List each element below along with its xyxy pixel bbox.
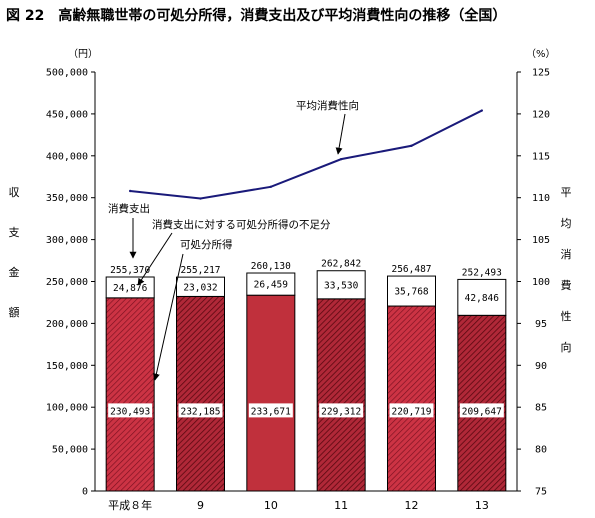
left-axis-label-char: 支 — [9, 226, 20, 239]
bar-disposable-income — [457, 314, 507, 492]
income-value-label: 230,493 — [110, 406, 150, 417]
consumption-value-label: 252,493 — [462, 267, 502, 278]
right-axis-label: 平均消費性向 — [561, 186, 572, 354]
left-tick-label: 150,000 — [46, 361, 88, 372]
category-label: 9 — [197, 499, 204, 512]
propensity-line — [128, 109, 484, 200]
bar-disposable-income — [387, 305, 436, 492]
propensity-point — [128, 189, 132, 193]
shortfall-value-label: 26,459 — [254, 280, 289, 291]
legend-propensity: 平均消費性向 — [296, 99, 359, 112]
right-axis-label-char: 均 — [561, 217, 572, 230]
consumption-value-label: 256,487 — [391, 264, 431, 275]
left-tick-label: 200,000 — [46, 319, 88, 330]
category-label: 11 — [334, 499, 348, 512]
left-tick-label: 250,000 — [46, 277, 88, 288]
shortfall-value-label: 35,768 — [394, 287, 429, 298]
left-tick-label: 50,000 — [52, 445, 88, 456]
income-value-label: 229,312 — [321, 406, 361, 417]
propensity-point — [339, 157, 343, 161]
right-tick-label: 90 — [535, 361, 547, 372]
shortfall-value-label: 24,876 — [113, 283, 148, 294]
bar-shortfall — [316, 270, 366, 300]
bar-disposable-income — [246, 294, 296, 492]
propensity-line-path — [130, 109, 483, 200]
left-tick-label: 450,000 — [46, 109, 88, 120]
right-tick-label: 100 — [532, 277, 550, 288]
shortfall-value-label: 33,530 — [324, 280, 359, 291]
bar-shortfall — [246, 272, 296, 296]
category-label: 12 — [405, 499, 419, 512]
bar-shortfall — [176, 276, 225, 297]
arrow-shortfall — [137, 232, 173, 286]
propensity-point — [480, 109, 484, 112]
income-value-label: 233,671 — [251, 406, 291, 417]
left-tick-label: 100,000 — [46, 403, 88, 414]
right-axis-unit: （%） — [526, 48, 556, 60]
right-axis-label-char: 向 — [561, 340, 572, 354]
bar-disposable-income — [316, 298, 366, 492]
left-axis-unit: （円） — [68, 48, 98, 60]
right-axis-label-char: 費 — [561, 278, 572, 292]
left-tick-label: 300,000 — [46, 235, 88, 246]
right-axis-label-char: 平 — [561, 186, 572, 199]
income-value-label: 209,647 — [462, 406, 502, 417]
right-axis-ticks: 75 80 85 90 95 100 105 110 115 120 125 — [517, 68, 550, 498]
propensity-point — [269, 185, 273, 189]
shortfall-value-label: 23,032 — [183, 282, 217, 293]
bar-disposable-income — [105, 297, 155, 492]
right-tick-label: 80 — [535, 445, 547, 456]
legend-disposable-income: 可処分所得 — [180, 238, 233, 251]
left-tick-label: 400,000 — [46, 151, 88, 162]
left-axis-label-char: 収 — [9, 186, 20, 199]
legend-consumption: 消費支出 — [108, 202, 150, 215]
right-tick-label: 120 — [532, 109, 550, 120]
annotations: 消費支出 消費支出に対する可処分所得の不足分 可処分所得 平均消費性向 — [108, 99, 359, 381]
right-tick-label: 105 — [532, 235, 550, 246]
legend-shortfall: 消費支出に対する可処分所得の不足分 — [152, 218, 331, 231]
income-label-box — [248, 403, 293, 418]
left-axis-label-char: 金 — [9, 265, 20, 279]
propensity-point — [410, 144, 413, 147]
left-tick-label: 0 — [82, 487, 88, 498]
income-value-label: 220,719 — [391, 406, 431, 417]
left-tick-label: 500,000 — [46, 68, 88, 79]
arrow-disposable-income — [152, 253, 184, 381]
consumption-value-label: 255,217 — [180, 265, 220, 276]
income-label-box — [108, 403, 153, 418]
left-tick-label: 350,000 — [46, 193, 88, 204]
right-tick-label: 115 — [532, 151, 550, 162]
shortfall-value-label: 42,846 — [465, 293, 500, 304]
bar-disposable-income — [176, 295, 225, 492]
bar-shortfall — [387, 275, 436, 307]
consumption-value-label: 262,842 — [321, 259, 361, 270]
income-value-label: 232,185 — [180, 406, 220, 417]
income-label-box — [319, 403, 364, 418]
category-label: 平成８年 — [108, 498, 152, 512]
consumption-value-label: 260,130 — [251, 261, 291, 272]
bar-shortfall — [457, 278, 507, 316]
category-labels: 平成８年 9 10 11 12 13 — [108, 498, 489, 512]
right-axis-label-char: 消 — [561, 247, 572, 261]
income-label-box — [178, 403, 223, 418]
right-axis-label-char: 性 — [561, 309, 572, 323]
category-label: 13 — [475, 499, 489, 512]
left-axis-label-char: 額 — [9, 306, 20, 319]
left-axis-ticks: 0 50,000 100,000 150,000 200,000 250,000 300,0… — [46, 68, 95, 498]
right-tick-label: 85 — [535, 403, 547, 414]
bars: 24,876 255,370 230,493 23,032 255,217 232,185… — [105, 259, 507, 492]
right-tick-label: 95 — [535, 319, 547, 330]
income-label-box — [389, 403, 434, 418]
right-tick-label: 110 — [532, 193, 550, 204]
right-tick-label: 75 — [535, 487, 547, 498]
chart-title: 図 22 高齢無職世帯の可処分所得，消費支出及び平均消費性向の推移（全国） — [6, 7, 506, 24]
category-label: 10 — [264, 499, 278, 512]
propensity-point — [199, 197, 202, 200]
arrow-propensity — [335, 113, 346, 155]
consumption-value-label: 255,370 — [110, 265, 150, 276]
right-tick-label: 125 — [532, 68, 550, 79]
income-label-box — [459, 403, 504, 418]
